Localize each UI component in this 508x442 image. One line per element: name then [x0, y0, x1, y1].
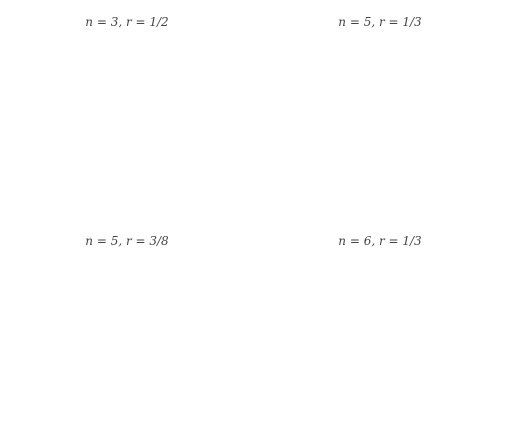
panel-caption: n = 3, r = 1/2 — [85, 15, 168, 29]
panel-hexaflake: n = 6, r = 1/3 — [338, 234, 422, 248]
panel-pentagon-38: n = 5, r = 3/8 — [85, 234, 169, 248]
panel-caption: n = 5, r = 3/8 — [85, 234, 169, 248]
panel-caption: n = 6, r = 1/3 — [338, 234, 422, 248]
panel-pentaflake: n = 5, r = 1/3 — [338, 15, 422, 29]
panel-sierpinski-triangle: n = 3, r = 1/2 — [85, 15, 168, 29]
panel-caption: n = 5, r = 1/3 — [338, 15, 422, 29]
